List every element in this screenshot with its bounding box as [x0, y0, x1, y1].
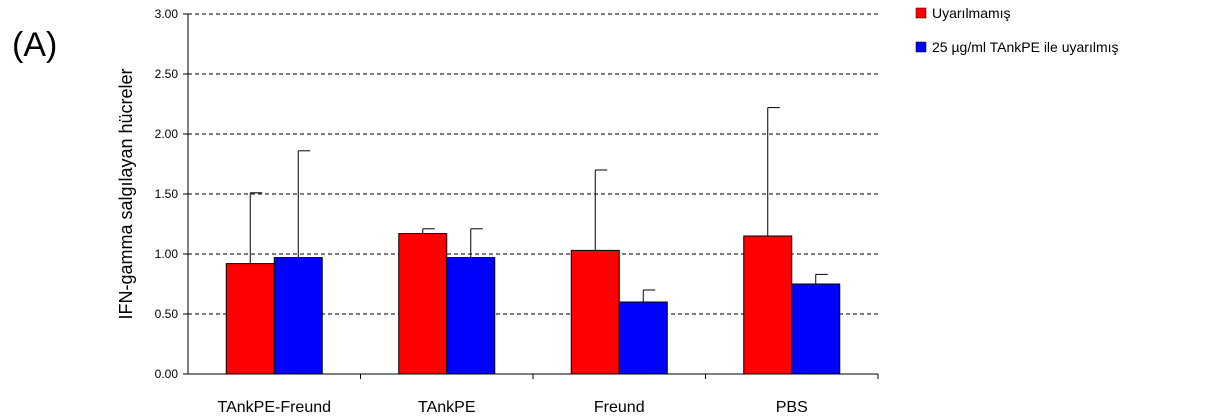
y-tick-label: 1.50: [155, 187, 179, 201]
y-ticks: 0.00 0.50 1.00 1.50 2.00 2.50 3.00: [155, 7, 188, 381]
y-tick-label: 0.50: [155, 307, 179, 321]
panel-label: (A): [12, 26, 58, 64]
legend-label: 25 µg/ml TAnkPE ile uyarılmış: [932, 39, 1119, 55]
x-tick-label: TAnkPE-Freund: [217, 399, 331, 416]
bar: [791, 283, 841, 375]
y-tick-label: 1.00: [155, 247, 179, 261]
legend-swatch: [915, 7, 927, 19]
bars: [225, 233, 841, 375]
bar: [618, 301, 668, 375]
bar: [570, 249, 620, 375]
x-tick-label: Freund: [594, 399, 645, 416]
y-tick-label: 0.00: [155, 367, 179, 381]
bar: [446, 257, 496, 375]
legend-swatch: [915, 41, 927, 53]
bar: [398, 233, 448, 375]
x-ticks: TAnkPE-Freund TAnkPE Freund PBS: [217, 374, 879, 416]
bar: [743, 235, 793, 375]
legend: Uyarılmamış 25 µg/ml TAnkPE ile uyarılmış: [915, 5, 1119, 55]
y-tick-label: 2.50: [155, 67, 179, 81]
error-bars: [249, 107, 828, 302]
x-tick-label: PBS: [776, 399, 808, 416]
y-tick-label: 3.00: [155, 7, 179, 21]
bar: [225, 263, 275, 375]
x-tick-label: TAnkPE: [418, 399, 476, 416]
y-tick-label: 2.00: [155, 127, 179, 141]
bar: [273, 257, 323, 375]
y-axis-label: IFN-gamma salgılayan hücreler: [116, 68, 136, 319]
legend-label: Uyarılmamış: [932, 5, 1011, 21]
